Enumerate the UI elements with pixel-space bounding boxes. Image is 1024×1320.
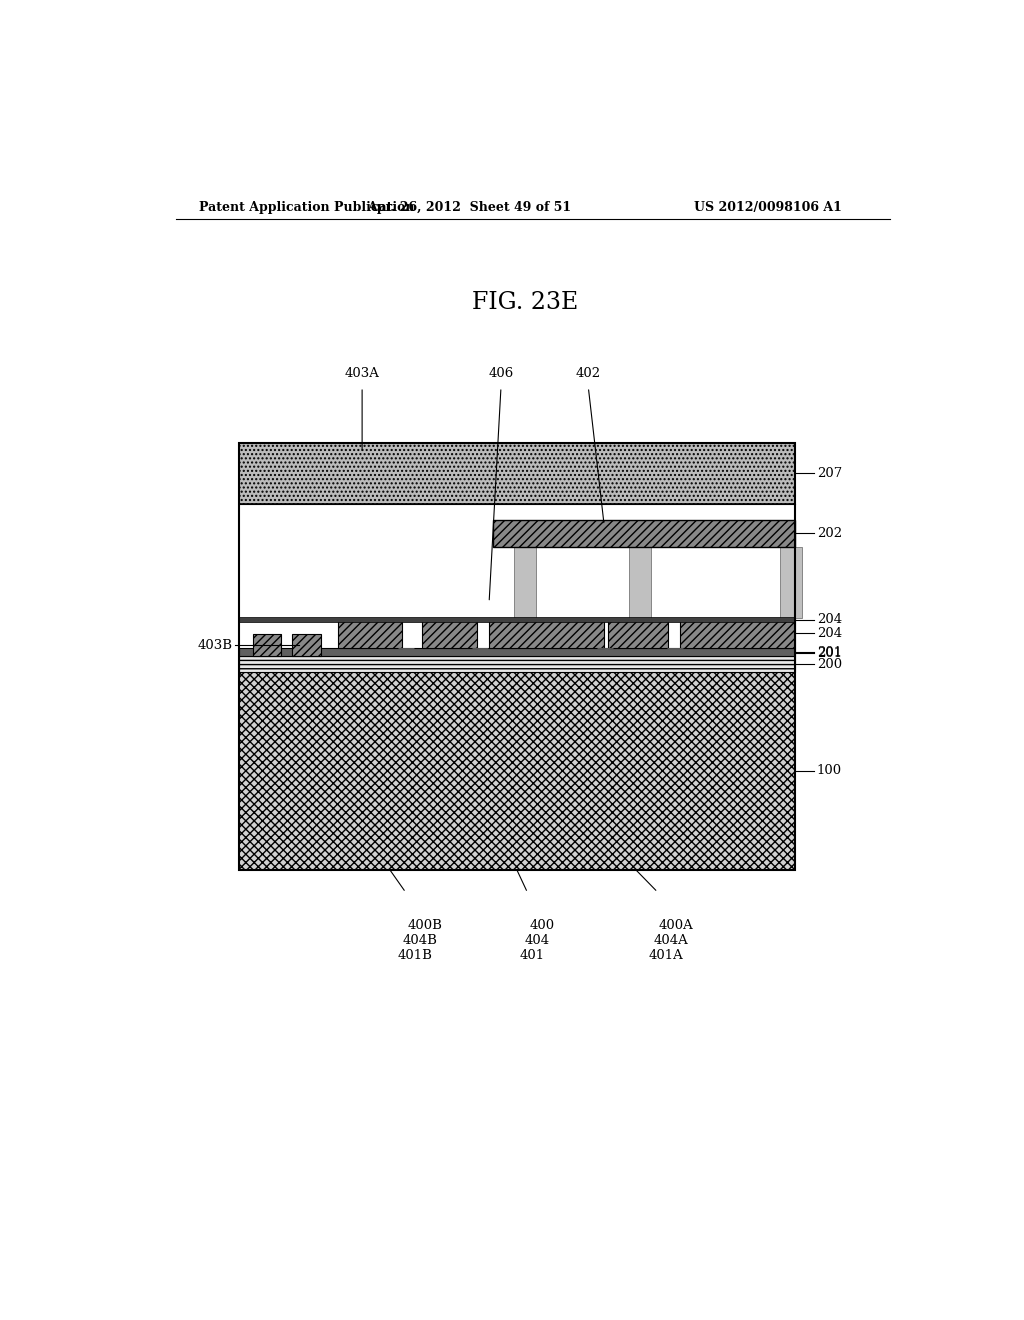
Bar <box>240 656 795 672</box>
Text: 406: 406 <box>488 367 514 380</box>
Text: 402: 402 <box>575 367 601 380</box>
Bar <box>240 504 795 618</box>
Bar <box>240 506 795 519</box>
Text: 400B: 400B <box>408 919 442 932</box>
Bar <box>338 618 401 648</box>
Text: 202: 202 <box>817 527 842 540</box>
Bar <box>629 546 651 618</box>
Text: 201: 201 <box>817 645 842 659</box>
Bar <box>240 444 795 870</box>
Bar <box>240 616 795 622</box>
Text: 404A: 404A <box>653 935 688 946</box>
Bar <box>253 634 282 656</box>
Text: 400A: 400A <box>658 919 693 932</box>
Bar <box>494 520 795 546</box>
Text: Apr. 26, 2012  Sheet 49 of 51: Apr. 26, 2012 Sheet 49 of 51 <box>368 201 571 214</box>
Bar <box>240 648 795 656</box>
Text: 404B: 404B <box>402 935 437 946</box>
Bar <box>608 618 668 648</box>
Bar <box>779 546 802 618</box>
Bar <box>240 672 795 870</box>
Bar <box>422 618 477 648</box>
Text: Patent Application Publication: Patent Application Publication <box>200 201 415 214</box>
Bar <box>680 618 795 648</box>
Text: 200: 200 <box>817 657 842 671</box>
Bar <box>514 546 536 618</box>
Text: 401A: 401A <box>648 949 683 962</box>
Text: 401: 401 <box>520 949 545 962</box>
Text: 404: 404 <box>524 935 550 946</box>
Bar <box>489 618 604 648</box>
Text: 201: 201 <box>817 647 842 660</box>
Bar <box>240 444 795 504</box>
Text: 100: 100 <box>817 764 842 777</box>
Text: FIG. 23E: FIG. 23E <box>472 290 578 314</box>
Text: 204: 204 <box>817 627 842 640</box>
Text: 403B: 403B <box>198 639 232 652</box>
Text: 400: 400 <box>529 919 555 932</box>
Text: 401B: 401B <box>397 949 433 962</box>
Text: 207: 207 <box>817 467 842 480</box>
Text: 403A: 403A <box>345 367 380 380</box>
Text: 204: 204 <box>817 614 842 627</box>
Bar <box>292 634 321 656</box>
Text: US 2012/0098106 A1: US 2012/0098106 A1 <box>694 201 842 214</box>
